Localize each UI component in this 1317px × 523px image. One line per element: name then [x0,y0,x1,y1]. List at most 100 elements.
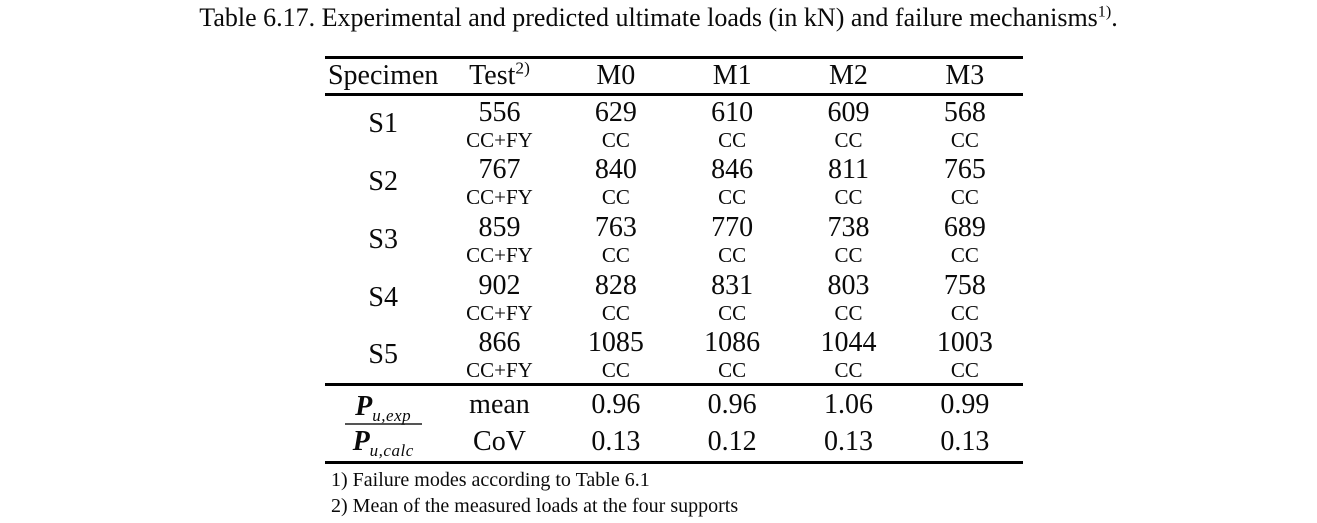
load-value: 1003 [936,327,993,359]
footnotes: 1) Failure modes according to Table 6.1 … [331,467,738,519]
load-value: 803 [827,270,870,301]
load-value: 758 [943,270,986,301]
load-value: 689 [943,212,986,243]
cell-s4-test: 902 CC+FY [441,269,557,327]
table-row-s2: S2 767 CC+FY 840 CC 846 CC 811 CC 765 CC [325,153,1023,211]
caption-suffix: . [1111,3,1118,32]
cell-s5-m1: 1086 CC [674,327,790,385]
cell-s5-m0: 1085 CC [558,327,674,385]
column-header-m2: M2 [829,60,868,91]
column-header-m0: M0 [596,60,636,91]
cell-s3-m2: 738 CC [790,211,906,269]
column-header-specimen: Specimen [327,60,439,91]
header-row: Specimen Test2) M0 M1 M2 M3 [325,58,1023,95]
mean-m2: 1.06 [823,388,873,420]
table-row-s1: S1 556 CC+FY 629 CC 610 CC 609 CC 568 CC [325,95,1023,153]
specimen-label: S2 [368,165,398,197]
failure-mode: CC [834,243,863,267]
test-footnote-marker: 2) [515,58,530,78]
load-value: 609 [827,96,870,128]
table-body: S1 556 CC+FY 629 CC 610 CC 609 CC 568 CC S2 7… [325,95,1023,385]
footnote-2: 2) Mean of the measured loads at the fou… [331,495,739,517]
cell-s1-m0: 629 CC [558,95,674,153]
cov-m0: 0.13 [591,426,641,458]
load-value: 610 [711,96,754,128]
failure-mode: CC [834,127,863,152]
column-header-m3: M3 [945,60,985,91]
stat-label-mean: mean [469,388,530,420]
fraction-denominator: Pu,calc [344,422,422,459]
table-row-s3: S3 859 CC+FY 763 CC 770 CC 738 CC 689 CC [325,211,1023,269]
cell-s1-m1: 610 CC [674,95,790,153]
load-value: 866 [478,327,521,359]
cov-m2: 0.13 [823,426,873,458]
caption-text: Table 6.17. Experimental and predicted u… [199,3,1098,32]
load-value: 1044 [820,327,877,359]
failure-mode: CC [601,301,630,325]
cell-s2-m2: 811 CC [790,153,906,211]
cell-s4-m0: 828 CC [558,269,674,327]
cell-s4-m2: 803 CC [790,269,906,327]
footnote-1: 1) Failure modes according to Table 6.1 [331,469,650,491]
load-value: 828 [594,270,637,301]
fraction: Pu,exp Pu,calc [344,390,422,459]
failure-mode: CC [950,127,979,152]
failure-mode: CC [718,127,747,152]
cov-m3: 0.13 [940,426,990,458]
load-value: 859 [478,212,521,243]
mean-m0: 0.96 [591,388,641,420]
failure-mode: CC [834,185,863,209]
failure-mode: CC [718,243,747,267]
ratio-pu-exp-over-pu-calc: Pu,exp Pu,calc [325,385,441,463]
load-value: 902 [478,270,521,301]
cov-m1: 0.12 [707,426,757,458]
load-value: 767 [478,154,521,185]
column-header-test: Test2) [469,58,530,91]
cell-s3-m3: 689 CC [907,211,1023,269]
failure-mode: CC [834,358,863,383]
specimen-label: S1 [368,108,398,140]
cell-s2-test: 767 CC+FY [441,153,557,211]
load-value: 831 [711,270,754,301]
failure-mode: CC+FY [466,358,533,383]
load-value: 846 [711,154,754,185]
failure-mode: CC [718,358,747,383]
failure-mode: CC [718,185,747,209]
cell-s5-test: 866 CC+FY [441,327,557,385]
cell-s2-m0: 840 CC [558,153,674,211]
load-value: 1085 [587,327,644,359]
load-value: 1086 [704,327,761,359]
specimen-label: S4 [368,281,398,313]
failure-mode: CC+FY [466,301,533,325]
load-value: 763 [594,212,637,243]
cell-s4-m1: 831 CC [674,269,790,327]
cell-s1-m3: 568 CC [907,95,1023,153]
specimen-label: S5 [368,338,398,370]
cell-s1-m2: 609 CC [790,95,906,153]
cell-s5-m3: 1003 CC [907,327,1023,385]
cell-s4-m3: 758 CC [907,269,1023,327]
table-caption: Table 6.17. Experimental and predicted u… [0,3,1317,33]
failure-mode: CC [950,301,979,325]
cell-s3-m0: 763 CC [558,211,674,269]
failure-mode: CC [950,358,979,383]
cell-s3-test: 859 CC+FY [441,211,557,269]
table-header: Specimen Test2) M0 M1 M2 M3 [325,58,1023,95]
summary-row-cov: CoV 0.13 0.12 0.13 0.13 [325,424,1023,463]
cell-s3-m1: 770 CC [674,211,790,269]
table-row-s5: S5 866 CC+FY 1085 CC 1086 CC 1044 CC 1003 CC [325,327,1023,385]
mean-m1: 0.96 [707,388,757,420]
fraction-numerator: Pu,exp [355,390,412,425]
summary-row-mean: Pu,exp Pu,calc mean 0.96 0.96 1.06 0.99 [325,385,1023,459]
failure-mode: CC [601,358,630,383]
load-value: 738 [827,212,870,243]
failure-mode: CC [950,243,979,267]
summary-section: Pu,exp Pu,calc mean 0.96 0.96 1.06 0.99 … [325,385,1023,463]
cell-s2-m3: 765 CC [907,153,1023,211]
caption-footnote-marker: 1) [1097,3,1112,21]
failure-mode: CC+FY [466,185,533,209]
failure-mode: CC [601,127,630,152]
failure-mode: CC [601,243,630,267]
specimen-label: S3 [368,223,398,255]
load-value: 840 [594,154,637,185]
